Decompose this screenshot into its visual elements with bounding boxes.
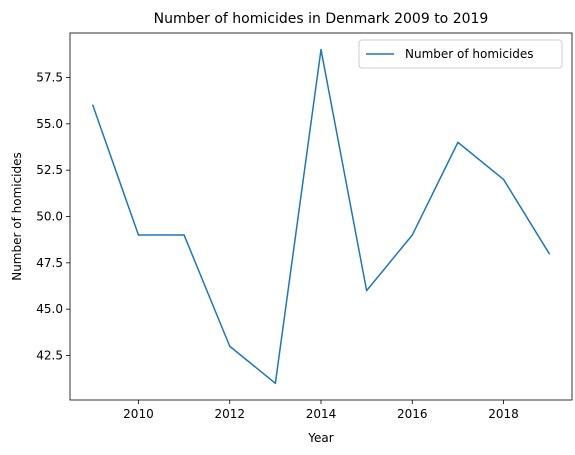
x-axis-ticks: 2010 2012 2014 2016 2018 [123, 400, 519, 421]
legend-label: Number of homicides [405, 47, 534, 61]
data-point [411, 234, 414, 236]
y-tick-label: 55.0 [36, 117, 63, 131]
y-tick-label: 57.5 [36, 70, 63, 84]
data-point [137, 234, 140, 236]
x-tick-label: 2018 [488, 407, 519, 421]
y-tick-label: 42.5 [36, 349, 63, 363]
y-axis-ticks: 42.5 45.0 47.5 50.0 52.5 55.0 57.5 [36, 70, 70, 363]
x-tick-label: 2010 [123, 407, 154, 421]
y-tick-label: 52.5 [36, 163, 63, 177]
chart-title: Number of homicides in Denmark 2009 to 2… [154, 11, 489, 27]
y-tick-label: 47.5 [36, 256, 63, 270]
data-point [457, 141, 459, 144]
data-point [228, 345, 231, 347]
series-line [92, 48, 550, 385]
plot-frame [69, 32, 573, 401]
legend: Number of homicides [358, 39, 563, 69]
data-point [274, 382, 277, 385]
x-tick-label: 2012 [214, 407, 245, 421]
data-point [92, 104, 94, 107]
legend-box [358, 39, 563, 69]
x-tick-label: 2014 [306, 407, 337, 421]
data-point [183, 234, 185, 236]
data-point [502, 178, 505, 181]
x-tick-label: 2016 [397, 407, 428, 421]
series-layer [92, 48, 550, 385]
y-tick-label: 45.0 [36, 302, 63, 316]
data-point [548, 252, 550, 255]
y-tick-label: 50.0 [36, 210, 63, 224]
x-axis-label: Year [307, 431, 333, 445]
data-point [365, 289, 368, 292]
y-axis-label: Number of homicides [10, 152, 24, 281]
data-point [320, 48, 322, 51]
